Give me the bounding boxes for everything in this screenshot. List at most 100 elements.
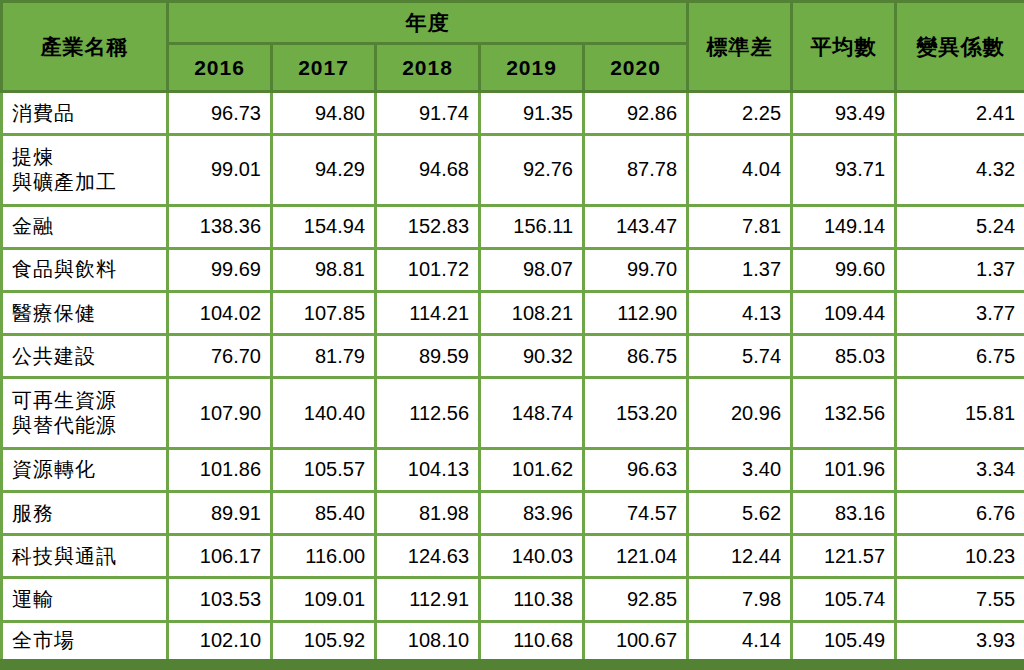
value-cell: 98.81 — [272, 248, 376, 291]
value-cell: 105.57 — [272, 448, 376, 491]
value-cell: 81.79 — [272, 335, 376, 378]
value-cell: 102.10 — [168, 621, 272, 664]
table-row: 服務89.9185.4081.9883.9674.575.6283.166.76 — [2, 492, 1024, 535]
industry-name-cell: 金融 — [2, 205, 168, 248]
value-cell: 138.36 — [168, 205, 272, 248]
value-cell: 94.68 — [376, 135, 480, 205]
value-cell: 91.35 — [480, 92, 584, 135]
table-row: 可再生資源 與替代能源107.90140.40112.56148.74153.2… — [2, 378, 1024, 448]
page: 產業名稱 年度 標準差 平均數 變異係數 2016 2017 2018 2019… — [0, 0, 1024, 670]
value-cell: 94.29 — [272, 135, 376, 205]
value-cell: 154.94 — [272, 205, 376, 248]
value-cell: 121.04 — [584, 535, 688, 578]
table-row: 金融138.36154.94152.83156.11143.477.81149.… — [2, 205, 1024, 248]
header-year-2017: 2017 — [272, 44, 376, 92]
value-cell: 108.21 — [480, 292, 584, 335]
value-cell: 92.86 — [584, 92, 688, 135]
value-cell: 99.01 — [168, 135, 272, 205]
value-cell: 156.11 — [480, 205, 584, 248]
value-cell: 101.72 — [376, 248, 480, 291]
value-cell: 10.23 — [896, 535, 1024, 578]
table-row: 全市場102.10105.92108.10110.68100.674.14105… — [2, 621, 1024, 664]
value-cell: 6.75 — [896, 335, 1024, 378]
table-row: 資源轉化101.86105.57104.13101.6296.633.40101… — [2, 448, 1024, 491]
value-cell: 98.07 — [480, 248, 584, 291]
value-cell: 152.83 — [376, 205, 480, 248]
industry-index-table: 產業名稱 年度 標準差 平均數 變異係數 2016 2017 2018 2019… — [0, 0, 1024, 670]
value-cell: 112.90 — [584, 292, 688, 335]
value-cell: 101.62 — [480, 448, 584, 491]
value-cell: 96.73 — [168, 92, 272, 135]
value-cell: 89.91 — [168, 492, 272, 535]
value-cell: 99.70 — [584, 248, 688, 291]
value-cell: 12.44 — [688, 535, 792, 578]
value-cell: 3.40 — [688, 448, 792, 491]
header-mean: 平均數 — [792, 2, 896, 92]
table-row: 消費品96.7394.8091.7491.3592.862.2593.492.4… — [2, 92, 1024, 135]
table-row: 醫療保健104.02107.85114.21108.21112.904.1310… — [2, 292, 1024, 335]
value-cell: 148.74 — [480, 378, 584, 448]
header-cv: 變異係數 — [896, 2, 1024, 92]
header-std-dev: 標準差 — [688, 2, 792, 92]
value-cell: 110.38 — [480, 578, 584, 621]
value-cell: 94.80 — [272, 92, 376, 135]
value-cell: 104.13 — [376, 448, 480, 491]
value-cell: 83.96 — [480, 492, 584, 535]
value-cell: 105.92 — [272, 621, 376, 664]
value-cell: 124.63 — [376, 535, 480, 578]
value-cell: 109.01 — [272, 578, 376, 621]
value-cell: 105.49 — [792, 621, 896, 664]
value-cell: 109.44 — [792, 292, 896, 335]
value-cell: 90.32 — [480, 335, 584, 378]
value-cell: 2.41 — [896, 92, 1024, 135]
industry-name-cell: 醫療保健 — [2, 292, 168, 335]
table-row: 提煉 與礦產加工99.0194.2994.6892.7687.784.0493.… — [2, 135, 1024, 205]
industry-name-cell: 資源轉化 — [2, 448, 168, 491]
value-cell: 20.96 — [688, 378, 792, 448]
industry-name-cell: 服務 — [2, 492, 168, 535]
table-row: 科技與通訊106.17116.00124.63140.03121.0412.44… — [2, 535, 1024, 578]
header-year-2019: 2019 — [480, 44, 584, 92]
value-cell: 93.71 — [792, 135, 896, 205]
value-cell: 96.63 — [584, 448, 688, 491]
value-cell: 3.77 — [896, 292, 1024, 335]
value-cell: 2.25 — [688, 92, 792, 135]
header-group-row: 產業名稱 年度 標準差 平均數 變異係數 — [2, 2, 1024, 44]
value-cell: 4.04 — [688, 135, 792, 205]
value-cell: 143.47 — [584, 205, 688, 248]
value-cell: 93.49 — [792, 92, 896, 135]
value-cell: 7.55 — [896, 578, 1024, 621]
value-cell: 83.16 — [792, 492, 896, 535]
value-cell: 112.91 — [376, 578, 480, 621]
value-cell: 7.81 — [688, 205, 792, 248]
value-cell: 5.62 — [688, 492, 792, 535]
table-body: 消費品96.7394.8091.7491.3592.862.2593.492.4… — [2, 92, 1024, 665]
value-cell: 1.37 — [688, 248, 792, 291]
value-cell: 116.00 — [272, 535, 376, 578]
value-cell: 121.57 — [792, 535, 896, 578]
value-cell: 4.13 — [688, 292, 792, 335]
value-cell: 99.69 — [168, 248, 272, 291]
value-cell: 114.21 — [376, 292, 480, 335]
industry-name-cell: 運輸 — [2, 578, 168, 621]
value-cell: 140.40 — [272, 378, 376, 448]
value-cell: 91.74 — [376, 92, 480, 135]
value-cell: 5.74 — [688, 335, 792, 378]
value-cell: 6.76 — [896, 492, 1024, 535]
table-row: 運輸103.53109.01112.91110.3892.857.98105.7… — [2, 578, 1024, 621]
header-year-group: 年度 — [168, 2, 688, 44]
value-cell: 5.24 — [896, 205, 1024, 248]
table-row: 公共建設76.7081.7989.5990.3286.755.7485.036.… — [2, 335, 1024, 378]
value-cell: 101.96 — [792, 448, 896, 491]
value-cell: 89.59 — [376, 335, 480, 378]
value-cell: 87.78 — [584, 135, 688, 205]
industry-name-cell: 提煉 與礦產加工 — [2, 135, 168, 205]
value-cell: 4.14 — [688, 621, 792, 664]
value-cell: 108.10 — [376, 621, 480, 664]
value-cell: 3.34 — [896, 448, 1024, 491]
value-cell: 92.76 — [480, 135, 584, 205]
industry-name-cell: 可再生資源 與替代能源 — [2, 378, 168, 448]
value-cell: 112.56 — [376, 378, 480, 448]
value-cell: 1.37 — [896, 248, 1024, 291]
value-cell: 85.40 — [272, 492, 376, 535]
